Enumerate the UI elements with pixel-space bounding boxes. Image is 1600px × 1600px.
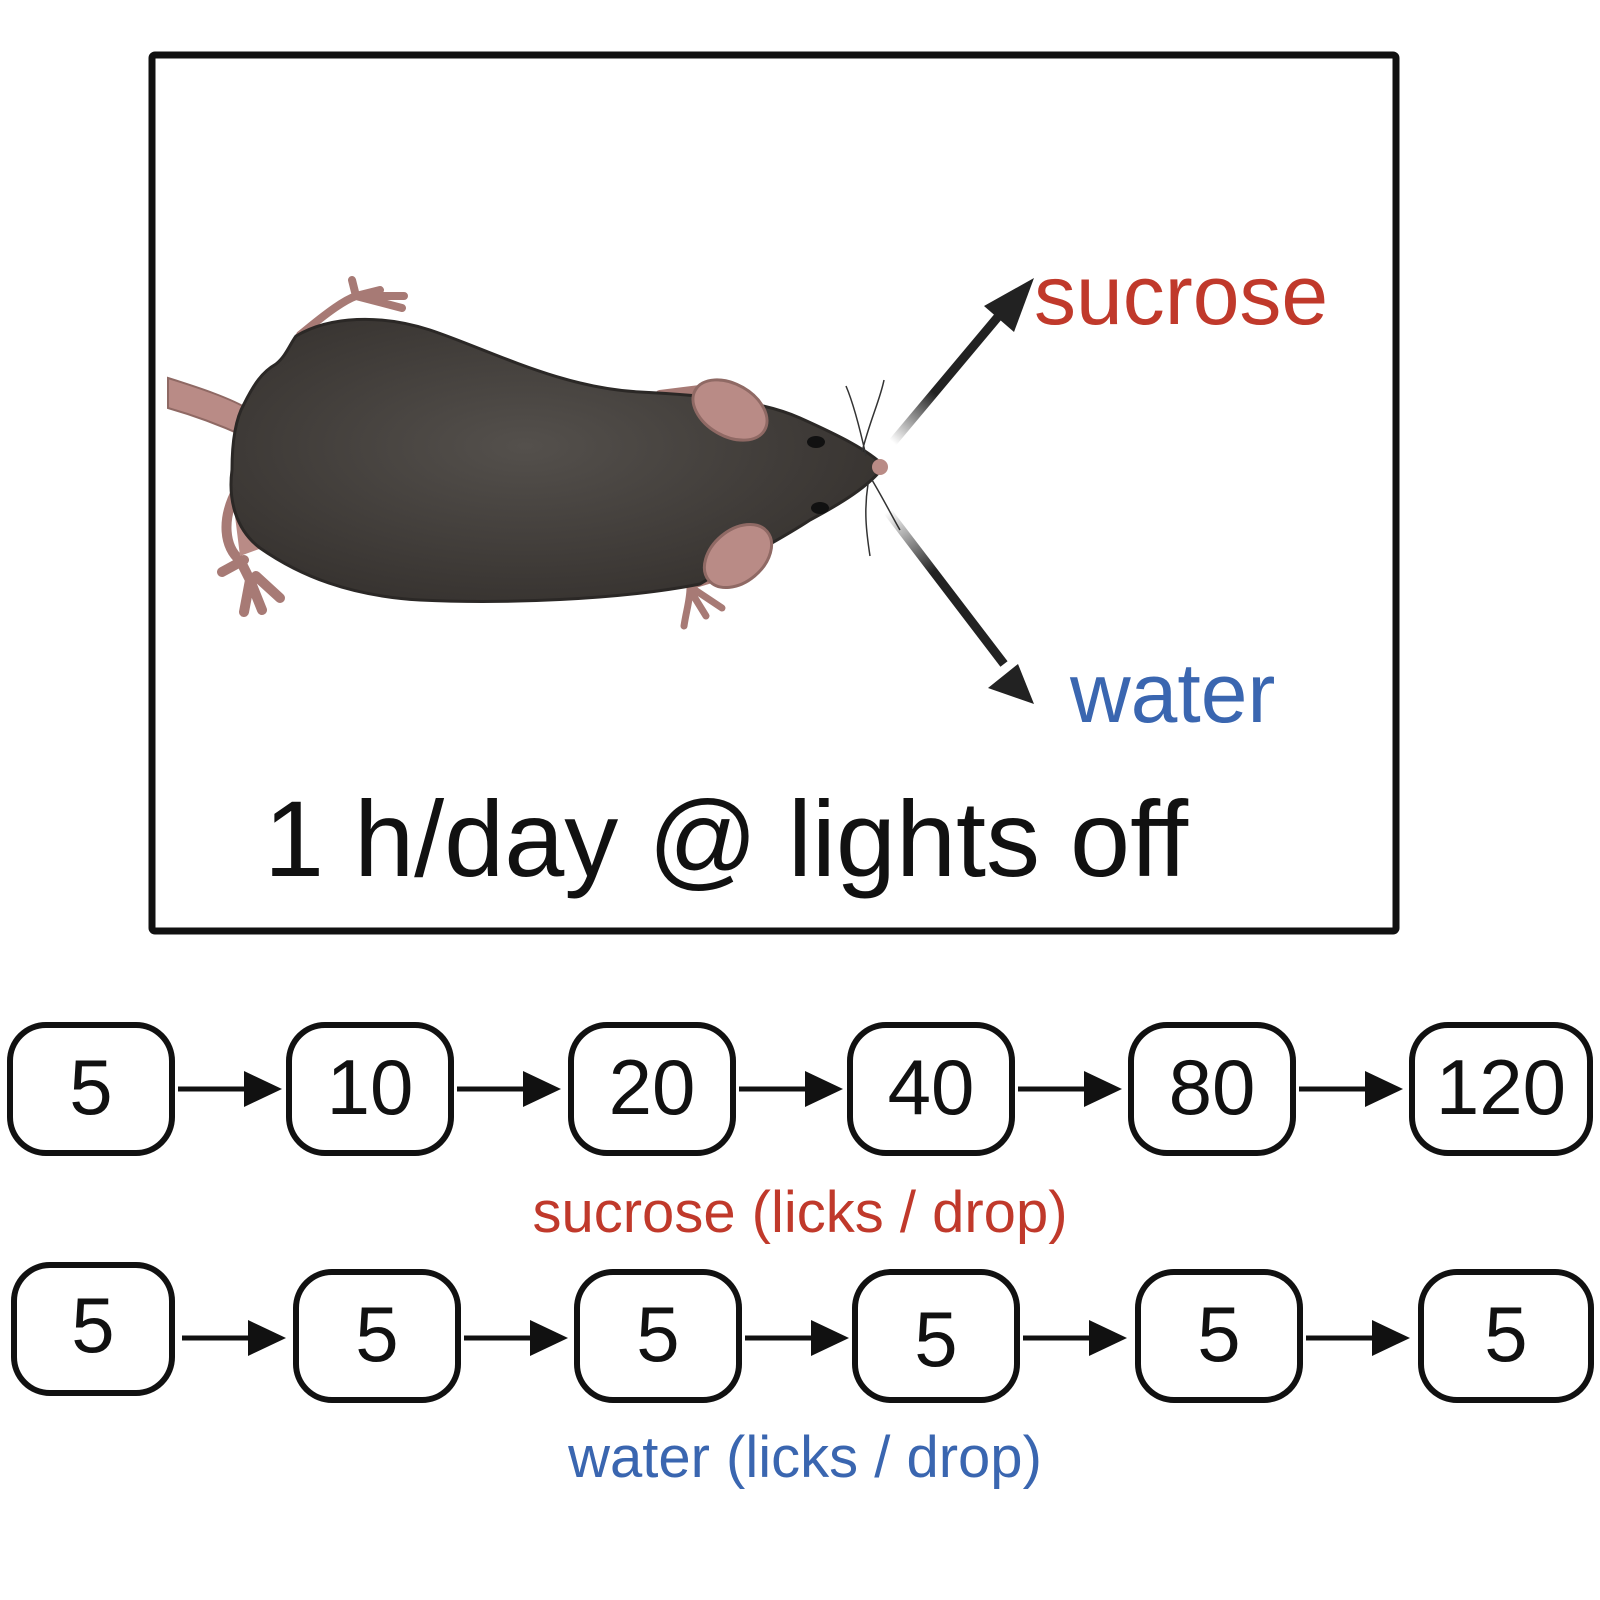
step-value: 5: [71, 1281, 114, 1369]
step-value: 20: [609, 1043, 696, 1131]
flow-arrow: [178, 1071, 282, 1107]
schedule-step: 5: [574, 1269, 742, 1403]
schedule-step: 10: [286, 1022, 454, 1156]
step-value: 40: [888, 1043, 975, 1131]
flow-arrow: [1018, 1071, 1122, 1107]
schedule-step: 40: [847, 1022, 1015, 1156]
flow-arrow: [1023, 1320, 1127, 1356]
flow-arrow: [1299, 1071, 1403, 1107]
step-value: 5: [1484, 1290, 1527, 1378]
water-schedule-row: 5 5 5 5 5: [11, 1262, 1594, 1403]
flow-arrow: [1306, 1320, 1410, 1356]
water-label: water: [1069, 646, 1275, 740]
sucrose-schedule-caption: sucrose (licks / drop): [532, 1180, 1067, 1245]
flow-arrow: [182, 1320, 286, 1356]
step-value: 120: [1436, 1043, 1566, 1131]
schedule-step: 5: [1135, 1269, 1303, 1403]
sucrose-label: sucrose: [1034, 248, 1328, 342]
schedule-step: 5: [1418, 1269, 1594, 1403]
schedule-step: 20: [568, 1022, 736, 1156]
schedule-step: 5: [293, 1269, 461, 1403]
flow-arrow: [739, 1071, 843, 1107]
sucrose-schedule-row: 5 10 20 40 8: [7, 1022, 1593, 1156]
schedule-step: 5: [852, 1269, 1020, 1403]
schedule-step: 5: [11, 1262, 175, 1396]
flow-arrow: [464, 1320, 568, 1356]
mouse-illustration: [167, 276, 901, 630]
choice-arrow-water: [884, 509, 1034, 704]
schedule-label: 1 h/day @ lights off: [264, 778, 1189, 899]
flow-arrow: [745, 1320, 849, 1356]
step-value: 10: [327, 1043, 414, 1131]
schedule-step: 5: [7, 1022, 175, 1156]
step-value: 5: [1197, 1290, 1240, 1378]
schedule-step: 120: [1409, 1022, 1593, 1156]
flow-arrow: [457, 1071, 561, 1107]
step-value: 5: [69, 1043, 112, 1131]
step-value: 5: [914, 1295, 957, 1383]
choice-arrow-sucrose: [884, 278, 1034, 451]
step-value: 5: [355, 1290, 398, 1378]
water-schedule-caption: water (licks / drop): [567, 1425, 1042, 1490]
step-value: 80: [1169, 1043, 1256, 1131]
step-value: 5: [636, 1290, 679, 1378]
schedule-step: 80: [1128, 1022, 1296, 1156]
